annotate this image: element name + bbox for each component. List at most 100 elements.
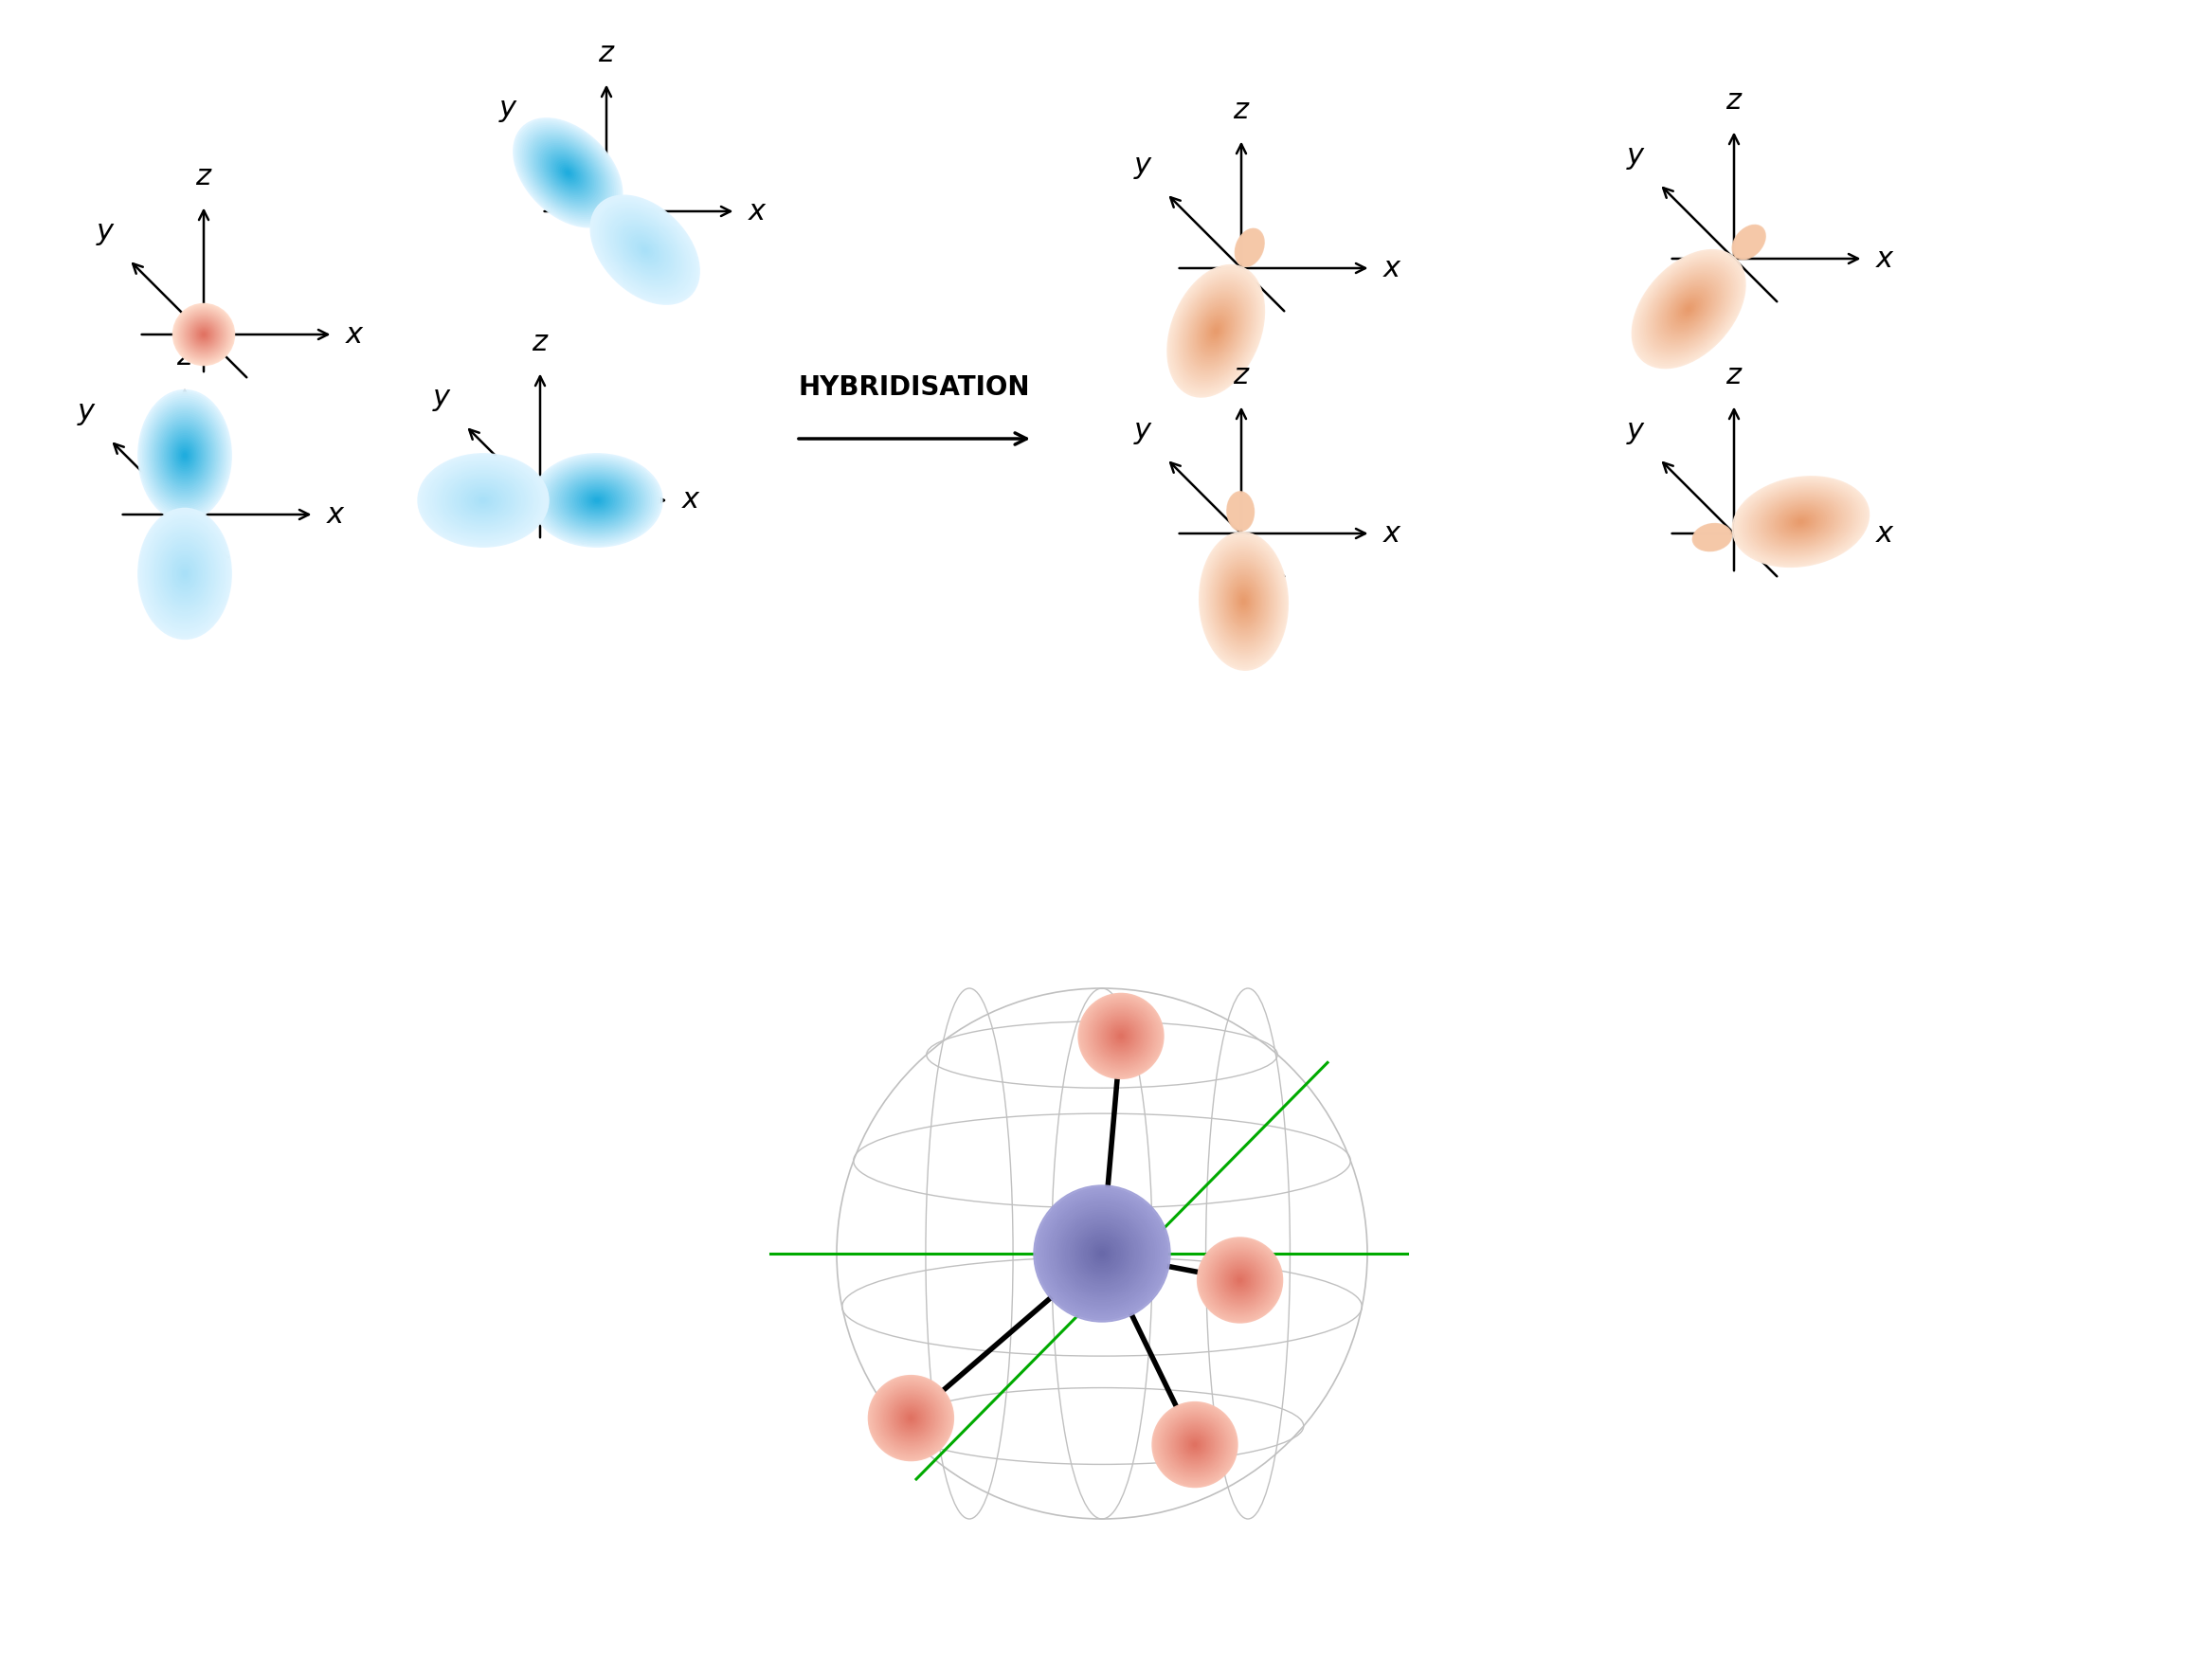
Ellipse shape [1710,536,1715,539]
Ellipse shape [1093,1010,1148,1063]
Text: $x$: $x$ [681,487,701,514]
Ellipse shape [1104,1020,1137,1053]
Ellipse shape [1162,1411,1228,1477]
Ellipse shape [584,491,611,509]
Ellipse shape [139,509,231,638]
Ellipse shape [1675,294,1704,324]
Ellipse shape [1638,255,1741,363]
Ellipse shape [1785,511,1816,533]
Ellipse shape [1243,239,1256,257]
Ellipse shape [1164,1413,1225,1477]
Ellipse shape [868,1376,954,1460]
Ellipse shape [1230,497,1250,526]
Ellipse shape [1741,235,1757,249]
Ellipse shape [478,497,487,504]
Ellipse shape [176,563,192,585]
Ellipse shape [148,521,223,627]
Ellipse shape [183,312,225,356]
Ellipse shape [1201,1240,1281,1320]
Ellipse shape [1754,491,1847,553]
Ellipse shape [1770,501,1832,543]
Ellipse shape [161,539,209,608]
Ellipse shape [1737,479,1865,564]
Ellipse shape [145,402,223,509]
Ellipse shape [628,234,661,265]
Ellipse shape [1117,1032,1126,1040]
Ellipse shape [1045,1196,1159,1310]
Ellipse shape [1638,257,1739,361]
Ellipse shape [580,487,615,512]
Ellipse shape [187,318,220,351]
Text: $z$: $z$ [1232,96,1250,124]
Ellipse shape [150,408,218,504]
Ellipse shape [1739,234,1759,252]
Ellipse shape [480,499,485,502]
Ellipse shape [1223,1263,1256,1297]
Ellipse shape [1159,1410,1230,1480]
Ellipse shape [1732,477,1869,566]
Ellipse shape [1228,1268,1252,1292]
Ellipse shape [168,549,203,598]
Ellipse shape [555,470,639,529]
Ellipse shape [159,536,212,612]
Ellipse shape [161,420,209,491]
Ellipse shape [1173,1421,1217,1467]
Ellipse shape [179,564,192,583]
Ellipse shape [1776,506,1825,538]
Ellipse shape [1106,1021,1135,1050]
Ellipse shape [183,314,225,354]
Ellipse shape [181,449,190,462]
Text: $x$: $x$ [1382,519,1402,548]
Ellipse shape [1234,585,1254,617]
Ellipse shape [1221,1260,1261,1300]
Ellipse shape [145,398,225,512]
Ellipse shape [1175,276,1256,386]
Ellipse shape [145,517,225,630]
Ellipse shape [518,124,617,222]
Ellipse shape [1239,593,1250,610]
Ellipse shape [461,486,505,516]
Ellipse shape [1221,566,1267,637]
Ellipse shape [1084,1001,1157,1072]
Ellipse shape [201,331,207,339]
Ellipse shape [1175,1425,1214,1465]
Ellipse shape [1761,496,1840,548]
Ellipse shape [904,1411,919,1425]
Text: $x$: $x$ [346,321,366,348]
Ellipse shape [1179,282,1252,380]
Ellipse shape [1759,494,1845,549]
Ellipse shape [899,1406,921,1430]
Ellipse shape [1236,590,1252,613]
Ellipse shape [445,474,520,528]
Ellipse shape [1192,1441,1197,1448]
Ellipse shape [562,475,633,526]
Ellipse shape [1188,294,1243,368]
Ellipse shape [1036,1188,1168,1319]
Ellipse shape [187,318,220,353]
Ellipse shape [165,546,205,601]
Ellipse shape [170,551,201,595]
Ellipse shape [1069,1220,1135,1287]
Ellipse shape [1076,1226,1128,1280]
Ellipse shape [602,207,688,294]
Ellipse shape [1212,554,1274,648]
Ellipse shape [1239,234,1261,262]
Ellipse shape [190,321,216,348]
Ellipse shape [531,454,663,548]
Ellipse shape [1054,1206,1150,1302]
Ellipse shape [1206,318,1225,344]
Ellipse shape [1093,1008,1148,1065]
Ellipse shape [617,222,672,277]
Ellipse shape [1186,291,1245,371]
Ellipse shape [198,328,209,341]
Ellipse shape [1199,1238,1281,1322]
Ellipse shape [1091,1006,1150,1065]
Ellipse shape [591,496,604,506]
Ellipse shape [1058,1210,1146,1297]
Ellipse shape [430,462,538,539]
Ellipse shape [1234,588,1252,615]
Ellipse shape [176,561,194,586]
Ellipse shape [566,479,628,522]
Ellipse shape [176,445,192,467]
Ellipse shape [1236,1277,1243,1284]
